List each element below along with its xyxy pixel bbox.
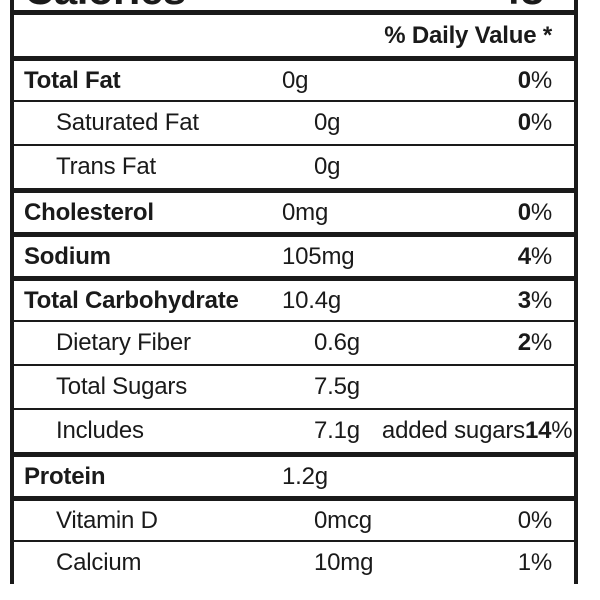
nutrient-rows-container: Total Fat 0g 0% Saturated Fat 0g 0% Trans Fat 0… <box>14 56 574 584</box>
nutrient-amount: 0g <box>282 66 309 94</box>
daily-value-percent-number: 0 <box>517 198 531 226</box>
nutrient-amount: 0mg <box>282 198 329 226</box>
daily-value-percent-number: 1 <box>517 549 531 576</box>
nutrient-row: Includes 7.1g added sugars 14% <box>14 408 574 452</box>
nutrient-amount: 10mg <box>314 549 374 576</box>
nutrient-amount: 0mcg <box>314 506 372 534</box>
percent-symbol: % <box>530 242 552 270</box>
daily-value-percent-number: 4 <box>517 242 531 270</box>
nutrient-row: Sodium 105mg 4% <box>14 232 574 276</box>
nutrient-amount: 0g <box>314 153 341 180</box>
nutrient-name: Total Carbohydrate <box>24 286 239 314</box>
nutrient-row: Vitamin D 0mcg 0% <box>14 496 574 540</box>
nutrient-name: Dietary Fiber <box>56 329 191 356</box>
percent-symbol: % <box>530 506 552 534</box>
percent-symbol: % <box>530 329 552 356</box>
nutrient-name: Total Fat <box>24 66 121 94</box>
daily-value-percent: 4% <box>518 243 566 271</box>
nutrient-row: Protein 1.2g <box>14 452 574 496</box>
nutrient-name: Saturated Fat <box>56 109 199 136</box>
nutrient-amount: 10.4g <box>282 286 342 314</box>
daily-value-percent: 14% <box>525 417 586 445</box>
daily-value-percent: 3% <box>518 287 566 315</box>
daily-value-header-row: % Daily Value * <box>14 10 574 56</box>
nutrient-name: Vitamin D <box>56 506 158 534</box>
nutrient-amount: 0.6g <box>314 329 360 356</box>
daily-value-percent: 1% <box>518 549 566 577</box>
daily-value-percent-number: 3 <box>517 286 531 314</box>
nutrition-facts-label: Calories 48 % Daily Value * Total Fat0g0… <box>10 0 578 584</box>
daily-value-percent: 0% <box>518 199 566 227</box>
percent-symbol: % <box>530 286 552 314</box>
daily-value-percent: 2% <box>518 329 566 357</box>
nutrient-amount: 105mg <box>282 242 355 270</box>
daily-value-percent: 0% <box>518 109 566 137</box>
daily-value-percent: 0% <box>518 67 566 95</box>
nutrient-row: Total Fat 0g 0% <box>14 56 574 100</box>
nutrient-amount: 7.1g <box>314 417 360 444</box>
daily-value-percent-number: 0 <box>517 506 531 534</box>
nutrient-name: Sodium <box>24 242 111 270</box>
nutrient-amount: 0g <box>314 109 341 136</box>
nutrient-name: Trans Fat <box>56 153 157 180</box>
nutrient-row: Total Sugars 7.5g <box>14 364 574 408</box>
percent-symbol: % <box>551 417 573 444</box>
nutrient-name: Calcium <box>56 549 142 576</box>
nutrient-row: Cholesterol 0mg 0% <box>14 188 574 232</box>
nutrient-name: Cholesterol <box>24 198 154 226</box>
nutrient-amount: 1.2g <box>282 462 328 490</box>
daily-value-percent-number: 0 <box>517 109 531 136</box>
nutrient-name: Total Sugars <box>56 373 188 400</box>
nutrient-amount: 7.5g <box>314 373 360 400</box>
percent-symbol: % <box>530 109 552 136</box>
daily-value-percent-number: 2 <box>517 329 531 356</box>
nutrient-name: Includes <box>56 417 144 444</box>
calories-value: 48 <box>497 0 566 11</box>
nutrient-extra-text: added sugars <box>381 417 525 444</box>
calories-row: Calories 48 <box>14 0 574 11</box>
nutrient-row: Total Carbohydrate 10.4g 3% <box>14 276 574 320</box>
daily-value-header-label: % Daily Value * <box>384 21 552 49</box>
percent-symbol: % <box>530 198 552 226</box>
nutrient-name: Protein <box>24 462 106 490</box>
nutrient-row: Trans Fat 0g <box>14 144 574 188</box>
percent-symbol: % <box>530 66 552 94</box>
daily-value-percent-number: 14 <box>524 417 552 444</box>
daily-value-percent-number: 0 <box>517 66 531 94</box>
calories-label: Calories <box>24 0 497 11</box>
daily-value-percent: 0% <box>518 507 566 535</box>
percent-symbol: % <box>530 549 552 576</box>
nutrient-row: Calcium 10mg 1% <box>14 540 574 584</box>
nutrient-row: Saturated Fat 0g 0% <box>14 100 574 144</box>
nutrient-row: Dietary Fiber 0.6g 2% <box>14 320 574 364</box>
